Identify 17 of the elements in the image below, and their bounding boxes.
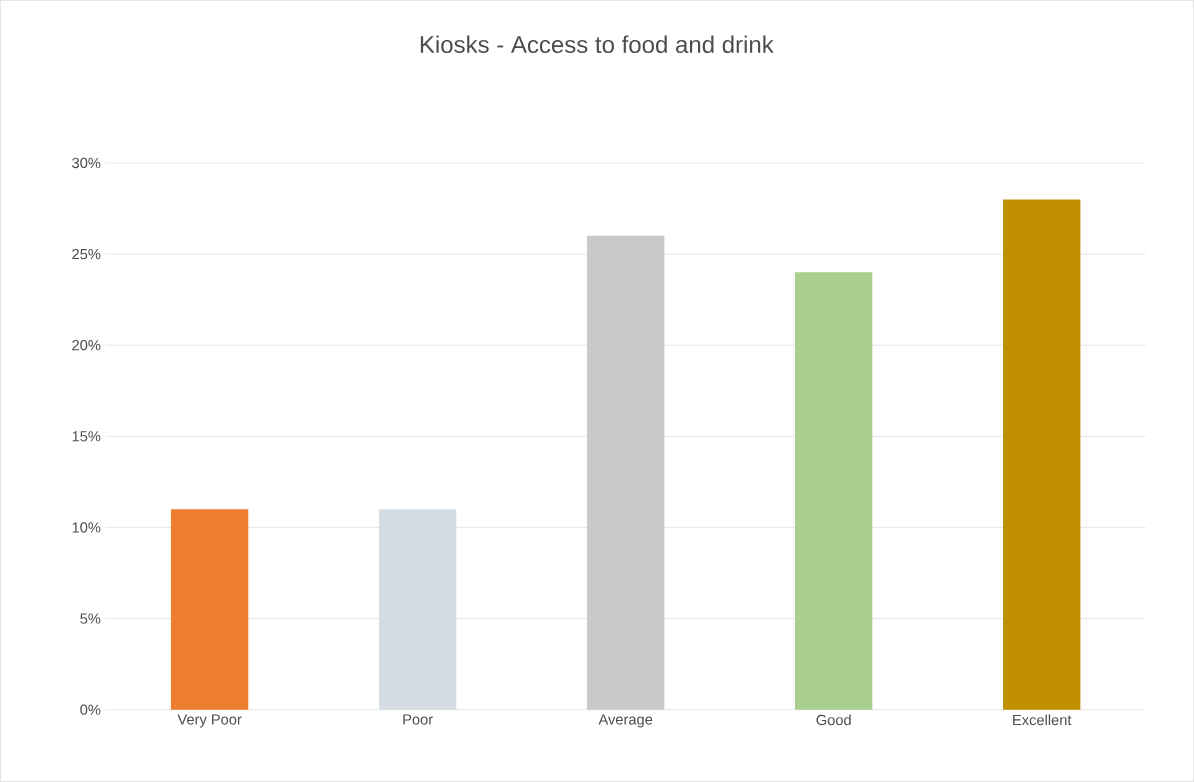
x-tick-label: Excellent — [1013, 714, 1072, 726]
bar — [378, 509, 457, 710]
y-tick-label: 15% — [72, 431, 101, 442]
x-tick-label: Average — [598, 714, 653, 728]
bar — [170, 509, 249, 710]
x-tick-label: Good — [816, 714, 851, 726]
chart-title: Kiosks - Access to food and drink — [420, 35, 774, 54]
bar — [1003, 199, 1081, 710]
x-tick-label: Poor — [403, 714, 433, 725]
bar — [795, 272, 873, 710]
y-tick-label: 0% — [80, 704, 101, 715]
y-tick-label: 30% — [72, 157, 101, 169]
x-tick-label: Very Poor — [177, 714, 242, 728]
y-tick-label: 5% — [80, 613, 101, 624]
y-tick-label: 10% — [72, 522, 101, 533]
y-tick-label: 20% — [72, 340, 101, 351]
y-tick-label: 25% — [72, 248, 101, 260]
